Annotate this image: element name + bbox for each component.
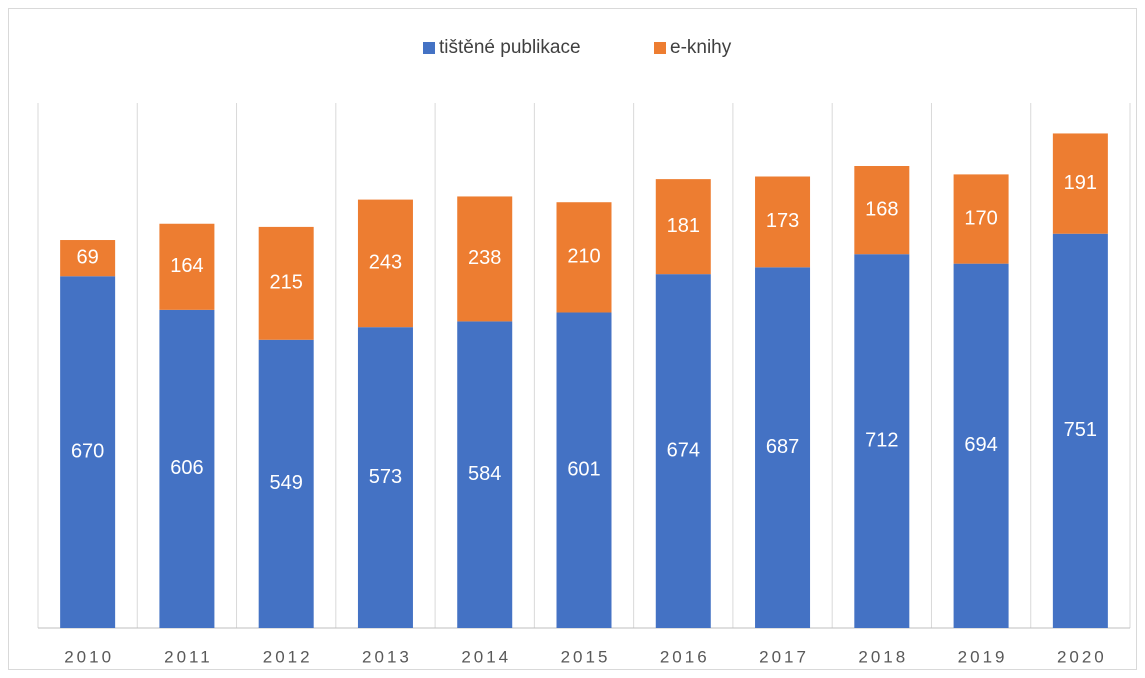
legend-label: tištěné publikace (439, 37, 581, 58)
bar-segment (655, 274, 711, 628)
data-label: 69 (77, 246, 99, 268)
data-label: 606 (170, 457, 203, 479)
data-label: 694 (964, 434, 997, 456)
data-label: 243 (369, 252, 402, 274)
bar-segment (457, 196, 513, 322)
bar-segment (556, 202, 612, 313)
bar-segment (854, 254, 910, 628)
x-tick-label: 2014 (461, 647, 511, 666)
bar-segment (1052, 133, 1108, 234)
bar-segment (258, 339, 314, 628)
data-label: 168 (865, 198, 898, 220)
bar-segment (755, 267, 811, 628)
data-label: 601 (567, 459, 600, 481)
bar-segment (953, 263, 1009, 628)
data-label: 164 (170, 255, 203, 277)
data-label: 674 (667, 439, 700, 461)
legend-label: e-knihy (670, 37, 732, 58)
bar-segment (60, 240, 116, 277)
x-tick-label: 2020 (1057, 647, 1107, 666)
data-label: 549 (269, 472, 302, 494)
x-tick-label: 2011 (164, 647, 213, 666)
bar-segment (159, 223, 215, 310)
x-tick-label: 2010 (64, 647, 114, 666)
bar-segment (1052, 233, 1108, 628)
data-label: 712 (865, 429, 898, 451)
data-label: 170 (964, 207, 997, 229)
x-tick-label: 2017 (759, 647, 809, 666)
data-label: 191 (1064, 172, 1097, 194)
bar-segment (258, 226, 314, 340)
data-label: 584 (468, 463, 501, 485)
bar-segment (655, 179, 711, 275)
legend-swatch (423, 42, 435, 54)
bar-segment (556, 312, 612, 628)
bar-segment (457, 321, 513, 628)
bar-segment (953, 174, 1009, 264)
data-label: 751 (1064, 419, 1097, 441)
data-label: 215 (269, 272, 302, 294)
x-tick-label: 2016 (660, 647, 710, 666)
bar-segment (854, 166, 910, 255)
bar-segment (755, 176, 811, 268)
data-label: 670 (71, 440, 104, 462)
x-tick-label: 2019 (958, 647, 1008, 666)
bar-segment (159, 309, 215, 628)
legend-swatch (654, 42, 666, 54)
bar-segment (60, 276, 116, 628)
x-tick-label: 2013 (362, 647, 412, 666)
x-tick-label: 2018 (858, 647, 908, 666)
x-tick-label: 2012 (263, 647, 313, 666)
data-label: 181 (667, 215, 700, 237)
data-label: 687 (766, 436, 799, 458)
bar-segment (357, 199, 413, 328)
x-tick-label: 2015 (561, 647, 611, 666)
data-label: 173 (766, 210, 799, 232)
data-label: 210 (567, 246, 600, 268)
bar-segment (357, 327, 413, 628)
data-label: 238 (468, 247, 501, 269)
data-label: 573 (369, 466, 402, 488)
